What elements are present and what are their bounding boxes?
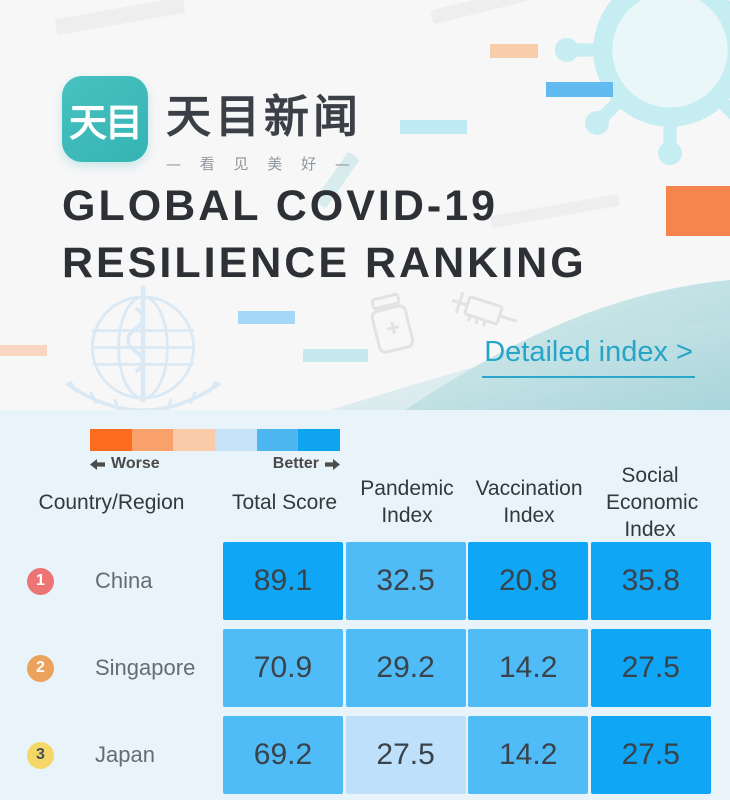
table-row: 2 Singapore 70.9 29.2 14.2 27.5 — [0, 629, 730, 707]
ranking-table-section: Worse Better Country/Region Total Score … — [0, 410, 730, 800]
arrow-right-icon — [325, 458, 340, 470]
table-row: 1 China 89.1 32.5 20.8 35.8 — [0, 542, 730, 620]
decor-rect-peach2 — [0, 345, 47, 356]
page-title: GLOBAL COVID-19 RESILIENCE RANKING — [62, 178, 587, 292]
country-label: Japan — [95, 742, 155, 767]
column-header-social-economic-index: Social Economic Index — [606, 463, 699, 541]
pandemic-index-cell: 32.5 — [345, 542, 466, 620]
decor-rect-cyan2 — [303, 349, 368, 362]
wave-decoration — [330, 280, 730, 410]
legend-segment — [298, 429, 341, 451]
syringe-icon — [451, 291, 518, 327]
total-score-cell: 69.2 — [223, 716, 343, 794]
decor-rect-orange — [666, 186, 730, 236]
header-section: 天目 天目新闻 — 看 见 美 好 — GLOBAL COVID-19 RESI… — [0, 0, 730, 410]
rank-badge: 2 — [27, 654, 54, 682]
vaccination-index-cell: 14.2 — [468, 716, 589, 794]
vaccination-index-cell: 20.8 — [468, 542, 589, 620]
legend-segment — [173, 429, 216, 451]
social-economic-index-cell: 35.8 — [590, 542, 711, 620]
logo-app-icon: 天目 — [62, 76, 148, 162]
brand-slogan: — 看 见 美 好 — — [166, 155, 357, 173]
table-column-headers: Country/Region Total Score Pandemic Inde… — [0, 458, 730, 546]
pandemic-index-cell: 29.2 — [345, 629, 466, 707]
social-economic-index-cell: 27.5 — [590, 629, 711, 707]
title-line-2: RESILIENCE RANKING — [62, 239, 587, 287]
table-body: 1 China 89.1 32.5 20.8 35.8 2 Singapore … — [0, 542, 730, 800]
coronavirus-icon — [554, 0, 730, 166]
arrow-left-icon — [90, 458, 105, 470]
country-label: China — [95, 568, 153, 593]
country-label: Singapore — [95, 655, 196, 680]
title-line-1: GLOBAL COVID-19 — [62, 182, 499, 230]
legend-labels: Worse Better — [90, 455, 340, 473]
vaccination-index-cell: 14.2 — [468, 629, 589, 707]
brand-logo: 天目 天目新闻 — 看 见 美 好 — — [62, 76, 362, 174]
rank-badge: 3 — [27, 741, 54, 769]
column-header-total-score: Total Score — [231, 490, 338, 514]
column-header-vaccination-index: Vaccination Index — [475, 477, 583, 527]
total-score-cell: 89.1 — [223, 542, 343, 620]
who-emblem-watermark — [65, 285, 221, 410]
table-row: 3 Japan 69.2 27.5 14.2 27.5 — [0, 716, 730, 794]
brand-name: 天目新闻 — [166, 90, 363, 143]
rank-badge: 1 — [27, 567, 54, 595]
detailed-index-label[interactable]: Detailed index > — [482, 336, 695, 378]
decor-rect-peach — [490, 44, 538, 58]
decor-bar — [54, 0, 186, 36]
vaccine-vial-icon — [370, 292, 415, 354]
detailed-index-link[interactable]: Detailed index > — [482, 336, 695, 378]
decor-rect-blue — [546, 82, 613, 97]
legend-segment — [90, 429, 132, 451]
pandemic-index-cell: 27.5 — [345, 716, 466, 794]
legend-segment — [256, 429, 299, 451]
decor-rect-blue2 — [238, 311, 295, 324]
column-header-pandemic-index: Pandemic Index — [360, 477, 454, 527]
legend-segment — [131, 429, 174, 451]
column-header-country: Country/Region — [38, 490, 185, 514]
legend-segment — [215, 429, 257, 451]
legend-better-label: Better — [272, 455, 319, 472]
social-economic-index-cell: 27.5 — [590, 716, 711, 794]
decor-rect-cyan — [400, 120, 467, 134]
decor-bar — [430, 0, 550, 25]
total-score-cell: 70.9 — [223, 629, 343, 707]
legend-worse-label: Worse — [111, 455, 160, 472]
color-scale-legend — [90, 429, 341, 451]
